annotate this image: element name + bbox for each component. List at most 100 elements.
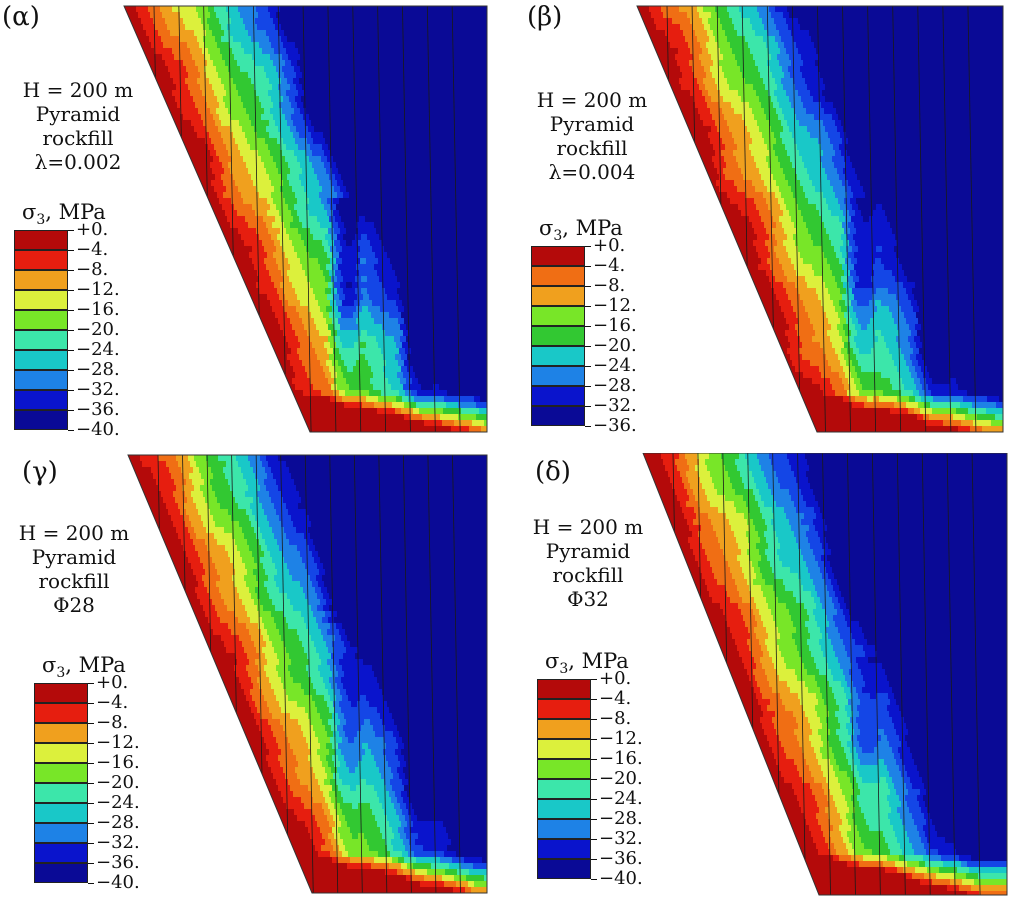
construction-layer-line — [329, 455, 339, 893]
legend-tick-label: −4. — [593, 255, 626, 276]
construction-layer-line — [277, 6, 287, 432]
legend-tick-label: −4. — [96, 692, 129, 713]
construction-layer-line — [426, 6, 436, 432]
legend-tick-label: −24. — [599, 788, 643, 809]
legend-tick-mark — [585, 366, 591, 367]
construction-layer-line — [304, 455, 314, 893]
contour-field — [637, 6, 1003, 432]
construction-layer-line — [822, 453, 831, 895]
legend-swatch — [531, 346, 585, 366]
legend-tick-label: −36. — [599, 848, 643, 869]
construction-layer-line — [402, 6, 411, 432]
legend-tick-mark — [88, 783, 94, 784]
legend-tick-mark — [68, 310, 74, 311]
legend-tick-mark — [68, 230, 74, 231]
construction-layer-line — [452, 455, 461, 893]
legend-tick-mark — [591, 759, 597, 760]
legend-tick-mark — [68, 330, 74, 331]
legend-tick-mark — [585, 266, 591, 267]
height-text: H = 200 m — [22, 78, 134, 102]
legend-tick-mark — [585, 406, 591, 407]
legend-tick-label: −32. — [96, 832, 140, 853]
contour-field — [643, 453, 1007, 895]
height-text: H = 200 m — [18, 521, 130, 545]
parameter-value-text: Φ28 — [53, 593, 95, 617]
construction-layer-line — [942, 6, 952, 432]
construction-layer-line — [917, 6, 927, 432]
construction-layer-line — [842, 6, 851, 432]
stress-contour-plot — [642, 453, 1008, 896]
legend-tick-label: −8. — [599, 708, 632, 729]
legend-tick-label: −12. — [76, 279, 120, 300]
legend-tick-mark — [88, 863, 94, 864]
material-text: rockfill — [42, 126, 114, 150]
legend-swatch — [34, 703, 88, 723]
legend-tick-mark — [68, 390, 74, 391]
construction-layer-line — [427, 455, 437, 893]
construction-layer-line — [280, 455, 290, 893]
contour-field — [124, 6, 487, 432]
construction-layer-line — [971, 453, 981, 895]
dam-outline — [642, 453, 1008, 896]
legend-swatch — [14, 250, 68, 270]
stress-contour-plot — [127, 454, 488, 894]
panel-label: (δ) — [535, 457, 571, 487]
legend-tick-mark — [585, 286, 591, 287]
legend-swatch — [14, 410, 68, 430]
legend-swatch — [34, 823, 88, 843]
legend-tick-label: +0. — [599, 668, 632, 689]
legend-swatch — [537, 839, 591, 859]
legend-tick-label: −40. — [96, 872, 140, 893]
legend-swatch — [34, 723, 88, 743]
legend-tick-mark — [591, 779, 597, 780]
construction-layer-line — [946, 453, 956, 895]
legend-tick-mark — [68, 370, 74, 371]
legend-swatch — [531, 246, 585, 266]
legend-tick-mark — [591, 699, 597, 700]
legend-swatch — [34, 763, 88, 783]
legend-tick-mark — [585, 326, 591, 327]
stress-contour-plot — [123, 5, 488, 433]
construction-layer-line — [896, 453, 906, 895]
legend-swatch — [14, 390, 68, 410]
type-text: Pyramid — [35, 102, 121, 126]
legend-tick-label: −24. — [76, 339, 120, 360]
legend-tick-label: −4. — [76, 239, 109, 260]
panel-label: (γ) — [22, 457, 58, 487]
panel-gamma: (γ) H = 200 m Pyramid rockfill Φ28 σ3, M… — [0, 453, 507, 906]
legend-tick-mark — [585, 426, 591, 427]
height-text: H = 200 m — [532, 515, 644, 539]
legend-tick-mark — [68, 250, 74, 251]
construction-layer-line — [892, 6, 902, 432]
legend-tick-mark — [585, 346, 591, 347]
legend-tick-mark — [591, 799, 597, 800]
construction-layer-line — [847, 453, 856, 895]
legend-swatch — [537, 719, 591, 739]
legend-tick-mark — [88, 743, 94, 744]
legend-tick-mark — [88, 823, 94, 824]
dam-outline — [127, 454, 488, 894]
construction-layer-line — [402, 455, 412, 893]
height-text: H = 200 m — [536, 88, 648, 112]
material-text: rockfill — [38, 569, 110, 593]
legend-swatch — [14, 330, 68, 350]
legend-tick-mark — [68, 410, 74, 411]
construction-layer-line — [377, 6, 387, 432]
material-text: rockfill — [556, 136, 628, 160]
legend-title: σ3, MPa — [22, 200, 106, 229]
legend-swatch — [537, 699, 591, 719]
legend-swatch — [14, 350, 68, 370]
legend-swatch — [531, 306, 585, 326]
parameter-value-text: λ=0.004 — [548, 160, 636, 184]
construction-layer-line — [791, 6, 801, 432]
construction-layer-line — [302, 6, 312, 432]
legend-tick-mark — [88, 723, 94, 724]
type-text: Pyramid — [545, 539, 631, 563]
parameters-text: H = 200 m Pyramid rockfill λ=0.004 — [517, 88, 667, 184]
construction-layer-line — [327, 6, 337, 432]
legend-swatch — [537, 679, 591, 699]
type-text: Pyramid — [549, 112, 635, 136]
legend-tick-label: −12. — [599, 728, 643, 749]
legend-swatch — [14, 370, 68, 390]
legend-tick-mark — [68, 430, 74, 431]
